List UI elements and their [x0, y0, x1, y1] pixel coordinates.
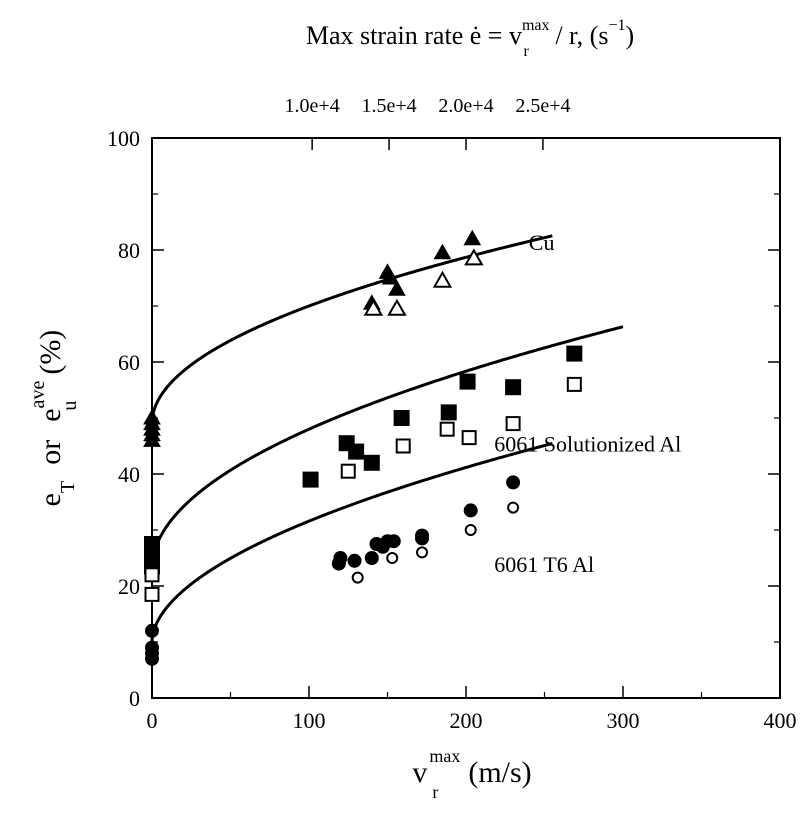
y-tick-label: 40 [118, 462, 140, 487]
top-axis-title-unit-sup: −1 [608, 17, 625, 34]
point-circle-filled [386, 534, 401, 549]
x-axis-label-unit: (m/s) [468, 756, 531, 789]
top-tick-label: 2.5e+4 [515, 95, 570, 117]
point-square-filled [144, 536, 160, 552]
x-axis-label-main: v [412, 756, 427, 789]
point-circle-filled [364, 551, 379, 565]
point-square-filled [393, 410, 410, 426]
fit-curve [150, 325, 624, 570]
point-circle-filled [145, 651, 159, 666]
point-square-open [566, 376, 582, 392]
point-triangle-filled [433, 243, 452, 260]
fit-curves [150, 234, 624, 643]
x-tick-label: 0 [147, 708, 158, 733]
y-axis-label-unit: (%) [34, 330, 67, 375]
data-markers [143, 229, 583, 666]
point-circle-filled [415, 528, 430, 543]
y-axis-label-e: e [34, 493, 67, 506]
point-square-open [505, 416, 521, 432]
x-tick-label: 300 [607, 708, 640, 733]
x-axis-label: v max r (m/s) [412, 746, 531, 802]
y-tick-label: 80 [118, 238, 140, 263]
y-tick-label: 100 [107, 126, 140, 151]
point-square-open [144, 567, 160, 583]
axis-ticks: 0 100 200 300 400 1.0e+4 1.5e+4 2.0e+4 2.5e+4 0 20… [107, 95, 797, 733]
fit-curve [150, 234, 553, 424]
y-tick-label: 20 [118, 574, 140, 599]
point-circle-filled [333, 551, 348, 565]
top-axis-title-sub: r [524, 43, 530, 60]
point-circle-open [507, 501, 520, 514]
point-square-open [461, 430, 477, 446]
top-axis-title-tail: / r, [549, 21, 590, 50]
point-circle-filled [347, 553, 362, 568]
x-tick-label: 400 [764, 708, 797, 733]
point-circle-open [416, 546, 429, 559]
top-axis-title-sup: max [522, 17, 550, 34]
plot-frame [151, 137, 781, 699]
point-triangle-filled [388, 280, 406, 296]
point-triangle-open [464, 248, 484, 266]
y-axis-label-sub-u: u [59, 401, 81, 411]
point-triangle-open [363, 298, 384, 316]
x-tick-label: 100 [293, 708, 326, 733]
point-square-filled [440, 404, 457, 421]
top-axis-title: Max strain rate ė = vmax r / r, (s−1) [306, 17, 634, 60]
point-circle-filled [506, 475, 521, 490]
point-square-open [340, 463, 356, 479]
top-axis-title-unit-open: (s [590, 21, 609, 50]
point-circle-open [464, 524, 477, 536]
x-tick-label: 200 [450, 708, 483, 733]
point-square-filled [302, 471, 319, 488]
point-circle-filled [145, 623, 159, 638]
top-tick-label: 1.5e+4 [361, 95, 416, 117]
point-triangle-open [432, 270, 453, 288]
y-axis-label-sub-t: T [57, 481, 79, 493]
y-tick-label: 60 [118, 350, 140, 375]
y-axis-label-e2: e [34, 408, 67, 421]
x-axis-label-sub: r [432, 782, 438, 802]
x-axis-label-sup: max [429, 746, 460, 766]
point-triangle-open [387, 298, 407, 316]
point-square-filled [566, 345, 583, 362]
point-square-filled [505, 379, 522, 396]
fit-curve [150, 442, 553, 643]
curve-annotation: 6061 T6 Al [494, 552, 594, 577]
point-square-filled [459, 373, 476, 390]
point-square-open [395, 438, 411, 454]
top-tick-label: 2.0e+4 [438, 95, 493, 117]
top-axis-title-prefix: Max strain rate [306, 21, 470, 50]
point-triangle-filled [463, 229, 482, 246]
point-triangle-filled [143, 431, 161, 447]
point-square-filled [348, 443, 365, 460]
y-axis-label-sup-ave: ave [27, 381, 49, 409]
point-circle-open [351, 571, 364, 584]
point-square-open [439, 421, 455, 437]
y-tick-label: 0 [129, 686, 140, 711]
point-circle-open [386, 552, 399, 564]
top-axis-title-edot: ė [470, 21, 482, 50]
point-square-filled [363, 454, 380, 471]
y-axis-label-or: or [34, 440, 67, 465]
point-triangle-filled [381, 268, 400, 285]
point-square-open [144, 586, 160, 602]
curve-annotation: 6061 Solutionized Al [494, 432, 681, 457]
top-axis-title-unit-close: ) [625, 21, 634, 50]
point-circle-filled [463, 503, 478, 518]
y-axis-label: eToreave u(%) [27, 330, 81, 507]
curve-annotation: Cu [529, 230, 555, 255]
top-tick-label: 1.0e+4 [285, 95, 340, 117]
top-axis-title-eq: = v [481, 21, 522, 50]
